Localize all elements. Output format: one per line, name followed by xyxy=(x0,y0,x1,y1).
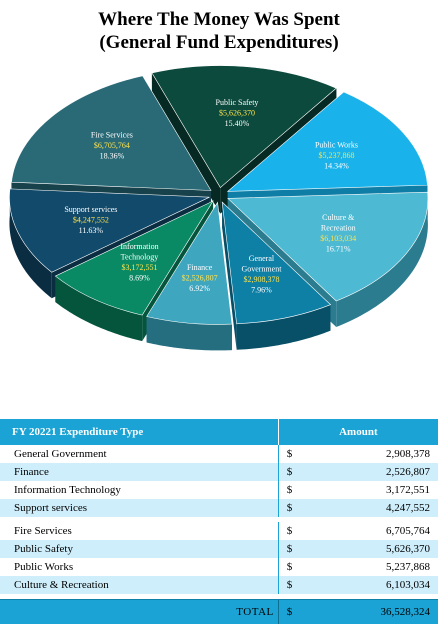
slice-percent-label: 6.92% xyxy=(189,284,210,293)
table-header-row: FY 20221 Expenditure Type Amount xyxy=(0,419,438,445)
chart-title-block: Where The Money Was Spent (General Fund … xyxy=(0,8,438,54)
slice-percent-label: 18.36% xyxy=(100,152,125,161)
table-row: Public Safety $ 5,626,370 xyxy=(0,540,438,558)
row-amount: 2,526,807 xyxy=(327,463,438,481)
slice-percent-label: 7.96% xyxy=(251,286,272,295)
slice-name-label: General xyxy=(249,254,275,263)
slice-percent-label: 8.69% xyxy=(129,274,150,283)
table-total-row: TOTAL $ 36,528,324 xyxy=(0,600,438,624)
slice-amount-label: $5,237,868 xyxy=(318,151,354,160)
total-label: TOTAL xyxy=(0,600,278,624)
row-type: Culture & Recreation xyxy=(0,576,278,594)
row-amount: 6,705,764 xyxy=(327,522,438,540)
slice-amount-label: $4,247,552 xyxy=(73,215,109,224)
row-dollar: $ xyxy=(278,445,327,463)
slice-percent-label: 15.40% xyxy=(225,119,250,128)
row-dollar: $ xyxy=(278,481,327,499)
slice-name-label: Culture & xyxy=(322,213,355,222)
table-row: Information Technology $ 3,172,551 xyxy=(0,481,438,499)
slice-amount-label: $2,908,378 xyxy=(243,275,279,284)
row-amount: 5,237,868 xyxy=(327,558,438,576)
row-amount: 6,103,034 xyxy=(327,576,438,594)
total-amount: 36,528,324 xyxy=(327,600,438,624)
row-dollar: $ xyxy=(278,576,327,594)
row-dollar: $ xyxy=(278,463,327,481)
slice-amount-label: $6,103,034 xyxy=(320,234,356,243)
slice-name-label: Fire Services xyxy=(91,131,133,140)
slice-name-label: Technology xyxy=(121,253,159,262)
table-row: Public Works $ 5,237,868 xyxy=(0,558,438,576)
slice-amount-label: $5,626,370 xyxy=(219,109,255,118)
row-amount: 4,247,552 xyxy=(327,499,438,517)
slice-name-label: Support services xyxy=(64,205,117,214)
slice-name-label: Public Works xyxy=(315,141,358,150)
slice-name-label: Public Safety xyxy=(216,98,259,107)
table-row: Culture & Recreation $ 6,103,034 xyxy=(0,576,438,594)
row-dollar: $ xyxy=(278,522,327,540)
slice-name-label: Recreation xyxy=(321,224,356,233)
slice-amount-label: $3,172,551 xyxy=(121,263,157,272)
slice-percent-label: 11.63% xyxy=(79,226,104,235)
slice-name-label: Finance xyxy=(187,263,213,272)
row-dollar: $ xyxy=(278,499,327,517)
row-type: Support services xyxy=(0,499,278,517)
row-amount: 3,172,551 xyxy=(327,481,438,499)
row-dollar: $ xyxy=(278,558,327,576)
row-type: Finance xyxy=(0,463,278,481)
row-amount: 5,626,370 xyxy=(327,540,438,558)
row-amount: 2,908,378 xyxy=(327,445,438,463)
chart-subtitle: (General Fund Expenditures) xyxy=(0,31,438,54)
row-type: General Government xyxy=(0,445,278,463)
header-amount: Amount xyxy=(278,419,438,445)
header-type: FY 20221 Expenditure Type xyxy=(0,419,278,445)
row-type: Public Safety xyxy=(0,540,278,558)
slice-amount-label: $2,526,807 xyxy=(182,273,218,282)
table-row: General Government $ 2,908,378 xyxy=(0,445,438,463)
chart-title: Where The Money Was Spent xyxy=(0,8,438,31)
slice-amount-label: $6,705,764 xyxy=(94,141,130,150)
expenditure-table: FY 20221 Expenditure Type Amount General… xyxy=(0,419,438,624)
table-row: Support services $ 4,247,552 xyxy=(0,499,438,517)
table-row: Fire Services $ 6,705,764 xyxy=(0,522,438,540)
slice-name-label: Information xyxy=(120,242,158,251)
table-row: Finance $ 2,526,807 xyxy=(0,463,438,481)
total-dollar: $ xyxy=(278,600,327,624)
slice-name-label: Government xyxy=(241,265,282,274)
row-type: Fire Services xyxy=(0,522,278,540)
slice-percent-label: 16.71% xyxy=(326,245,351,254)
row-type: Information Technology xyxy=(0,481,278,499)
row-dollar: $ xyxy=(278,540,327,558)
row-type: Public Works xyxy=(0,558,278,576)
slice-percent-label: 14.34% xyxy=(324,162,349,171)
